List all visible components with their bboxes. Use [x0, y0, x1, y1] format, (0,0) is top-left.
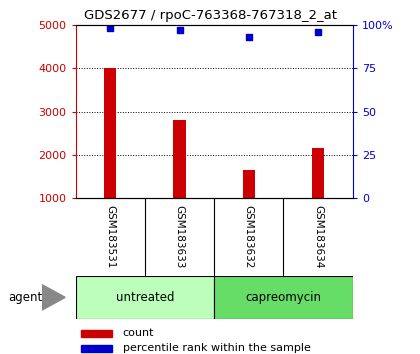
Bar: [173, 120, 186, 198]
Point: [315, 29, 321, 35]
Text: GSM183632: GSM183632: [244, 205, 254, 269]
Bar: [81, 345, 112, 352]
Text: count: count: [123, 328, 154, 338]
Point: [176, 27, 183, 33]
Text: GSM183633: GSM183633: [175, 205, 184, 269]
Text: GSM183634: GSM183634: [313, 205, 323, 269]
Point: [245, 34, 252, 40]
Text: GSM183531: GSM183531: [105, 205, 115, 269]
Bar: [243, 170, 255, 198]
Bar: [81, 330, 112, 337]
Text: untreated: untreated: [116, 291, 174, 304]
Text: capreomycin: capreomycin: [246, 291, 321, 304]
Text: agent: agent: [8, 291, 43, 304]
Text: GDS2677 / rpoC-763368-767318_2_at: GDS2677 / rpoC-763368-767318_2_at: [84, 9, 336, 22]
Bar: [312, 148, 324, 198]
Bar: [214, 276, 353, 319]
Polygon shape: [42, 285, 65, 310]
Point: [107, 25, 113, 31]
Bar: [76, 276, 214, 319]
Bar: [104, 68, 116, 198]
Text: percentile rank within the sample: percentile rank within the sample: [123, 343, 311, 353]
